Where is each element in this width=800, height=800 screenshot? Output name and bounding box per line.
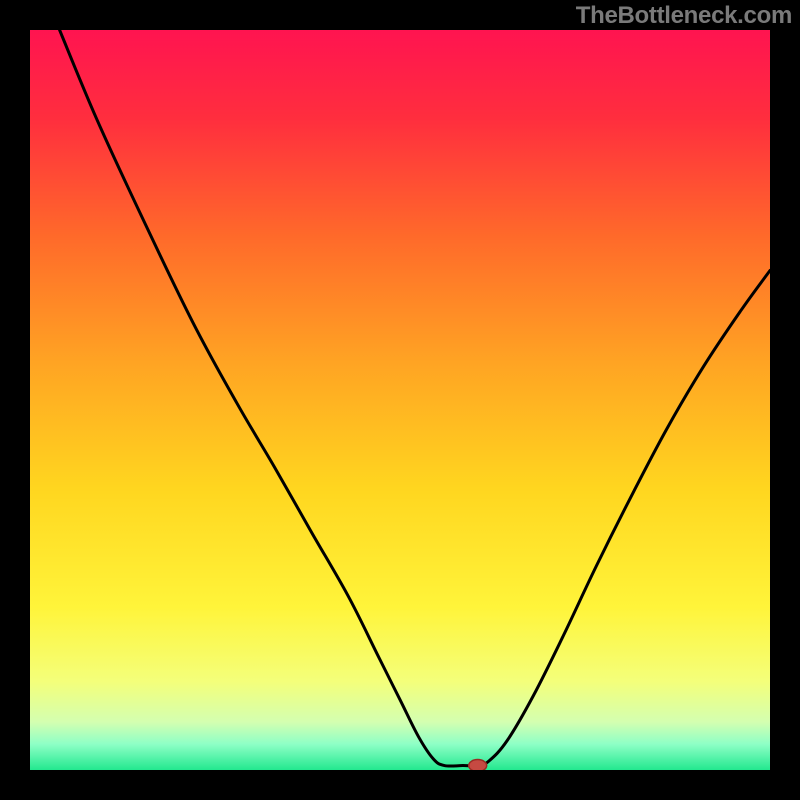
chart-container: TheBottleneck.com xyxy=(0,0,800,800)
plot-area xyxy=(30,30,770,770)
curve-svg xyxy=(30,30,770,770)
min-marker xyxy=(469,760,487,770)
bottleneck-curve xyxy=(60,30,770,766)
watermark-text: TheBottleneck.com xyxy=(576,2,792,30)
